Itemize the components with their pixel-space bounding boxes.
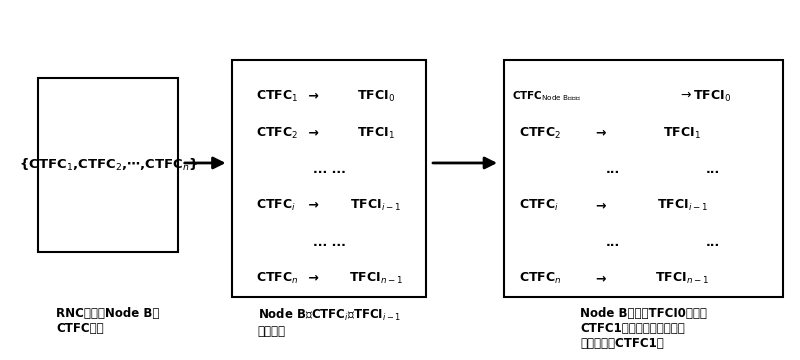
Text: →: → xyxy=(595,272,606,285)
Text: →: → xyxy=(304,90,323,103)
Text: TFCI$_{i-1}$: TFCI$_{i-1}$ xyxy=(657,198,708,213)
Text: ... ...: ... ... xyxy=(313,236,346,249)
Text: →: → xyxy=(304,127,323,140)
Text: CTFC$_i$: CTFC$_i$ xyxy=(255,198,295,213)
Text: ...: ... xyxy=(606,163,619,176)
Text: ...: ... xyxy=(706,163,721,176)
Text: CTFC$_n$: CTFC$_n$ xyxy=(519,271,562,286)
Text: $\rightarrow$TFCI$_0$: $\rightarrow$TFCI$_0$ xyxy=(678,89,732,104)
Text: TFCI$_1$: TFCI$_1$ xyxy=(663,126,701,141)
Text: TFCI$_{n-1}$: TFCI$_{n-1}$ xyxy=(349,271,403,286)
Text: Node B忽略和TFCI0对应的
CTFC1值，用其默认配置取
代接收到的CTFC1值: Node B忽略和TFCI0对应的 CTFC1值，用其默认配置取 代接收到的CT… xyxy=(580,307,707,350)
Text: CTFC$_2$: CTFC$_2$ xyxy=(255,126,298,141)
FancyBboxPatch shape xyxy=(504,60,783,297)
Text: {CTFC$_1$,CTFC$_2$,⋯,CTFC$_n$}: {CTFC$_1$,CTFC$_2$,⋯,CTFC$_n$} xyxy=(18,157,198,173)
Text: CTFC$_1$: CTFC$_1$ xyxy=(255,89,298,104)
Text: CTFC$_n$: CTFC$_n$ xyxy=(255,271,298,286)
Text: →: → xyxy=(595,127,606,140)
Text: ...: ... xyxy=(706,236,721,249)
Text: RNC发送到Node B的
CTFC序列: RNC发送到Node B的 CTFC序列 xyxy=(57,307,160,335)
Text: ...: ... xyxy=(606,236,619,249)
Text: TFCI$_0$: TFCI$_0$ xyxy=(357,89,395,104)
FancyBboxPatch shape xyxy=(38,78,178,252)
Text: →: → xyxy=(304,199,323,212)
Text: →: → xyxy=(304,272,323,285)
Text: CTFC$_i$: CTFC$_i$ xyxy=(519,198,559,213)
Text: CTFC$_2$: CTFC$_2$ xyxy=(519,126,562,141)
Text: TFCI$_{i-1}$: TFCI$_{i-1}$ xyxy=(350,198,402,213)
Text: TFCI$_1$: TFCI$_1$ xyxy=(357,126,394,141)
Text: Node B将CTFC$_i$和TFCI$_{i-1}$
一一对应: Node B将CTFC$_i$和TFCI$_{i-1}$ 一一对应 xyxy=(258,307,401,338)
Text: →: → xyxy=(595,199,606,212)
Text: TFCI$_{n-1}$: TFCI$_{n-1}$ xyxy=(655,271,710,286)
Text: ... ...: ... ... xyxy=(313,163,346,176)
FancyBboxPatch shape xyxy=(232,60,426,297)
Text: CTFC$_{\mathrm{Node\ B默认值}}$: CTFC$_{\mathrm{Node\ B默认值}}$ xyxy=(511,90,581,103)
